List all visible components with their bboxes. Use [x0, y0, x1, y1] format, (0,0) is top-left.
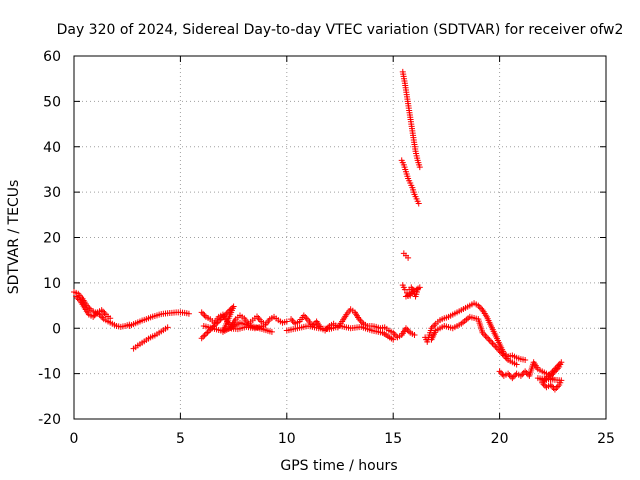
y-tick-label: 60: [43, 49, 61, 65]
data-point: [489, 340, 496, 347]
data-point: [217, 316, 224, 323]
data-point: [204, 329, 211, 336]
y-tick-label: -10: [38, 367, 61, 383]
data-point: [200, 310, 207, 317]
y-tick-label: 20: [43, 231, 61, 247]
data-point: [405, 254, 412, 261]
y-tick-label: 50: [43, 94, 61, 110]
x-tick-label: 0: [70, 431, 79, 447]
data-point: [553, 384, 560, 391]
data-point: [509, 375, 516, 382]
x-tick-label: 25: [597, 431, 615, 447]
x-axis-label: GPS time / hours: [280, 458, 397, 474]
data-point: [416, 164, 423, 171]
data-points: [71, 68, 565, 393]
chart-title: Day 320 of 2024, Sidereal Day-to-day VTE…: [57, 22, 624, 38]
data-point: [415, 200, 422, 207]
data-point: [549, 375, 556, 382]
data-point: [283, 318, 290, 325]
data-point: [164, 324, 171, 331]
data-point: [483, 334, 490, 341]
data-point: [485, 335, 492, 342]
data-point: [523, 369, 530, 376]
y-tick-label: 10: [43, 276, 61, 292]
x-tick-label: 20: [491, 431, 509, 447]
data-point: [431, 322, 438, 329]
data-point: [200, 333, 207, 340]
data-point: [223, 310, 230, 317]
data-point: [551, 386, 558, 393]
data-point: [216, 317, 223, 324]
data-point: [201, 332, 208, 339]
data-point: [218, 315, 225, 322]
y-axis-label: SDTVAR / TECUs: [6, 180, 22, 295]
data-point: [519, 371, 526, 378]
data-point: [198, 335, 205, 342]
data-point: [405, 328, 412, 335]
data-point: [506, 372, 513, 379]
data-point: [522, 357, 529, 364]
data-point: [221, 312, 228, 319]
data-point: [207, 326, 214, 333]
y-tick-label: -20: [38, 412, 61, 428]
data-point: [488, 338, 495, 345]
data-point: [482, 332, 489, 339]
data-point: [205, 328, 212, 335]
data-point: [214, 319, 221, 326]
data-point: [486, 337, 493, 344]
data-point: [107, 315, 114, 322]
x-tick-label: 15: [384, 431, 402, 447]
grid-lines: [74, 56, 606, 419]
data-point: [198, 309, 205, 316]
data-point: [210, 323, 217, 330]
data-point: [358, 319, 365, 326]
data-point: [303, 315, 310, 322]
y-tick-label: 40: [43, 140, 61, 156]
data-point: [213, 320, 220, 327]
data-point: [549, 383, 556, 390]
axis-ticks: 0 5 10 15 20 25 -20 -10 0 10 20 30 40 50 60: [38, 49, 615, 447]
y-tick-label: 30: [43, 185, 61, 201]
data-point: [211, 322, 218, 329]
data-point: [220, 313, 227, 320]
data-point: [185, 310, 192, 317]
data-point: [390, 336, 397, 343]
data-point: [201, 312, 208, 319]
data-point: [203, 330, 210, 337]
data-point: [496, 368, 503, 375]
y-tick-label: 0: [52, 321, 61, 337]
data-point: [268, 328, 275, 335]
data-point: [208, 325, 215, 332]
x-tick-label: 5: [176, 431, 185, 447]
data-point: [411, 332, 418, 339]
data-point: [407, 292, 414, 299]
x-tick-label: 10: [278, 431, 296, 447]
data-point: [260, 322, 267, 329]
data-point: [476, 304, 483, 311]
data-point: [513, 361, 520, 368]
